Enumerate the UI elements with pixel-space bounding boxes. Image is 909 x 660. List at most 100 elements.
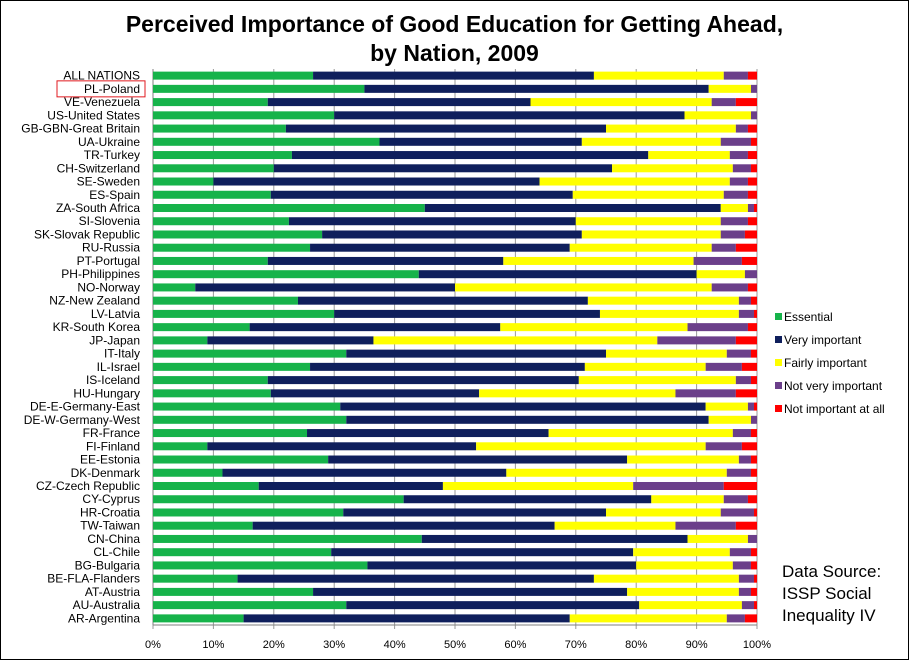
bar-segment-fairly-important <box>548 429 733 438</box>
x-tick-label: 60% <box>504 639 526 651</box>
bar-segment-essential <box>153 402 341 411</box>
category-label: EE-Estonia <box>80 453 140 467</box>
category-label: NO-Norway <box>77 280 140 294</box>
category-label: ES-Spain <box>89 188 140 202</box>
bar-segment-very-important <box>195 283 455 292</box>
bar-segment-fairly-important <box>575 217 721 226</box>
x-tick-label: 10% <box>202 639 224 651</box>
bar-segment-very-important <box>328 455 628 464</box>
bar-segment-fairly-important <box>554 521 676 530</box>
bar-segment-not-important-at-all <box>747 323 757 332</box>
x-axis-ticks: 0% 10% 20% 30% 40% 50% 60% 70% 80% 90% 100% <box>145 639 771 651</box>
bar-segment-essential <box>153 256 268 265</box>
bar-segment-not-very-important <box>738 587 751 596</box>
category-label: DE-E-Germany-East <box>30 400 141 414</box>
bar-segment-essential <box>153 601 347 610</box>
bar-segment-not-very-important <box>726 349 751 358</box>
category-label: BG-Bulgaria <box>75 558 141 572</box>
bar-segment-not-important-at-all <box>750 468 757 477</box>
legend-swatch <box>775 313 782 320</box>
bar-segment-not-very-important <box>726 468 751 477</box>
category-label: AR-Argentina <box>68 611 140 625</box>
bar-segment-not-important-at-all <box>750 561 757 570</box>
bar-segment-not-very-important <box>705 442 742 451</box>
bar-segment-fairly-important <box>593 71 724 80</box>
bar-segment-not-important-at-all <box>750 455 757 464</box>
bar-segment-fairly-important <box>606 124 736 133</box>
bar-segment-essential <box>153 98 268 107</box>
category-label: SI-Slovenia <box>79 214 141 228</box>
bar-segment-essential <box>153 137 380 146</box>
bar-segment-not-important-at-all <box>750 296 757 305</box>
category-label: UA-Ukraine <box>78 135 140 149</box>
bar-segment-not-important-at-all <box>741 362 757 371</box>
bar-segment-very-important <box>421 534 688 543</box>
bar-segment-not-important-at-all <box>750 376 757 385</box>
category-label: AU-Australia <box>73 598 141 612</box>
category-label: SK-Slovak Republic <box>34 227 140 241</box>
category-label: AT-Austria <box>85 585 140 599</box>
bar-segment-not-very-important <box>711 243 736 252</box>
x-tick-label: 70% <box>565 639 587 651</box>
bar-segment-very-important <box>346 349 606 358</box>
bar-segment-not-important-at-all <box>735 336 757 345</box>
bar-segment-not-important-at-all <box>735 389 757 398</box>
bar-segment-very-important <box>258 482 443 490</box>
category-label: SE-Sweden <box>77 175 140 189</box>
bar-segment-not-very-important <box>738 455 751 464</box>
category-label: FR-France <box>83 426 141 440</box>
bar-segment-not-very-important <box>729 548 751 557</box>
bar-segment-fairly-important <box>633 548 730 557</box>
legend-label: Very important <box>784 333 862 347</box>
bar-segment-very-important <box>322 230 582 239</box>
bar-segment-not-important-at-all <box>741 256 757 265</box>
bar-segment-fairly-important <box>569 243 712 252</box>
bar-segment-not-important-at-all <box>753 309 757 318</box>
bar-segment-very-important <box>222 468 507 477</box>
bar-segment-not-very-important <box>738 296 751 305</box>
bar-segment-not-important-at-all <box>753 402 757 411</box>
bar-segment-very-important <box>379 137 582 146</box>
bar-segment-not-very-important <box>720 217 748 226</box>
bar-segment-very-important <box>331 548 634 557</box>
legend-label: Essential <box>784 310 833 324</box>
legend-swatch <box>775 359 782 366</box>
x-tick-label: 0% <box>145 639 161 651</box>
bar-segment-not-very-important <box>750 415 757 424</box>
x-tick-label: 100% <box>743 639 771 651</box>
bar-segment-very-important <box>313 71 594 80</box>
bar-segment-fairly-important <box>636 561 733 570</box>
bar-segment-very-important <box>346 601 640 610</box>
bar-segment-fairly-important <box>503 256 694 265</box>
bar-segment-essential <box>153 71 314 80</box>
legend-swatch <box>775 405 782 412</box>
bar-segment-essential <box>153 177 214 186</box>
bar-segment-essential <box>153 561 368 570</box>
bar-segment-essential <box>153 349 347 358</box>
bar-segment-essential <box>153 614 244 623</box>
bar-segment-essential <box>153 442 208 451</box>
bar-segment-not-very-important <box>720 137 751 146</box>
category-label: ALL NATIONS <box>63 69 140 83</box>
bar-segment-not-important-at-all <box>750 349 757 358</box>
bar-segment-essential <box>153 270 419 279</box>
bar-segment-not-very-important <box>657 336 736 345</box>
category-label: IL-Israel <box>97 360 140 374</box>
bar-segment-not-important-at-all <box>750 548 757 557</box>
bar-segment-not-important-at-all <box>747 217 757 226</box>
bar-segment-very-important <box>310 243 570 252</box>
legend-label: Not important at all <box>784 402 885 416</box>
bar-segment-essential <box>153 164 274 173</box>
bar-segment-very-important <box>252 521 555 530</box>
bar-segment-essential <box>153 455 329 464</box>
bar-segment-not-very-important <box>732 164 751 173</box>
bar-segment-essential <box>153 376 268 385</box>
bar-segment-not-important-at-all <box>735 243 757 252</box>
bar-segment-not-very-important <box>723 495 748 504</box>
bar-segment-not-important-at-all <box>747 124 757 133</box>
bar-segment-very-important <box>267 256 504 265</box>
bar-segment-fairly-important <box>651 495 724 504</box>
category-label: ZA-South Africa <box>56 201 140 215</box>
bar-segment-fairly-important <box>705 402 748 411</box>
source-line-1: Data Source: <box>782 562 882 581</box>
